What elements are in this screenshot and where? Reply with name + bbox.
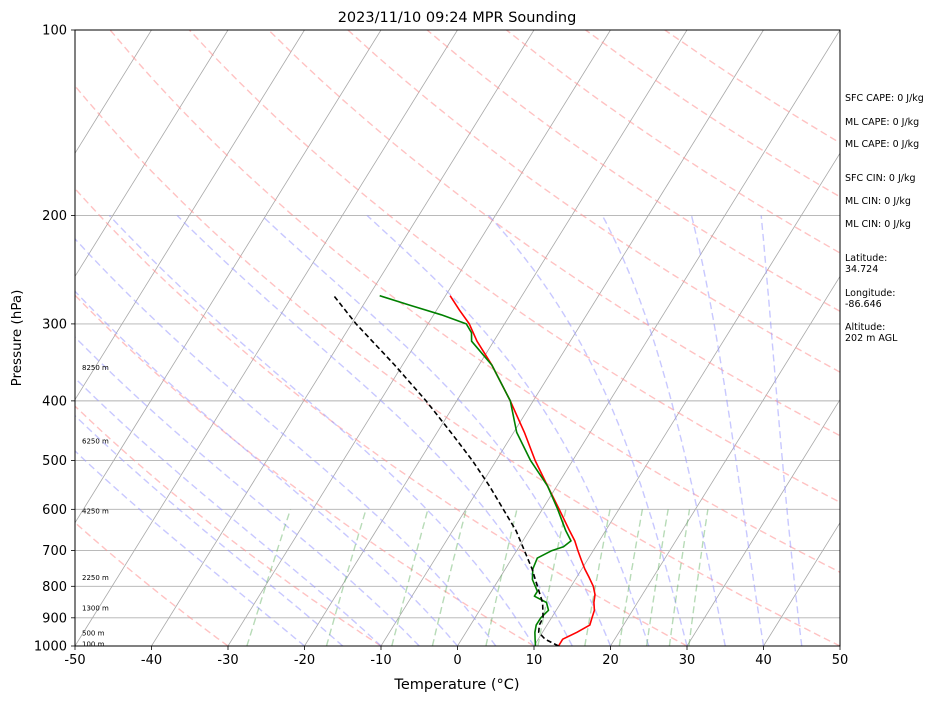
- x-tick-label: 0: [453, 653, 461, 668]
- dry-adiabat: [31, 30, 840, 646]
- y-tick-label: 400: [42, 394, 67, 409]
- y-tick-label: 500: [42, 454, 67, 469]
- mixing-ratio-line: [669, 509, 689, 646]
- latitude-text: Latitude: 34.724: [845, 253, 887, 275]
- y-axis-label: Pressure (hPa): [9, 290, 25, 387]
- isotherm-line: [228, 30, 611, 646]
- ml-cin-text-2: ML CIN: 0 J/kg: [845, 219, 911, 230]
- y-tick-label: 700: [42, 544, 67, 559]
- x-tick-label: 20: [602, 653, 619, 668]
- dry-adiabat: [0, 30, 687, 646]
- y-tick-label: 200: [42, 209, 67, 224]
- dry-adiabat: [0, 30, 534, 646]
- mixing-ratio-line: [392, 509, 428, 646]
- y-tick-label: 1000: [34, 640, 67, 655]
- x-tick-label: -50: [64, 653, 85, 668]
- y-tick-label: 900: [42, 611, 67, 626]
- chart-title: 2023/11/10 09:24 MPR Sounding: [338, 10, 577, 26]
- ml-cin-text: ML CIN: 0 J/kg: [845, 196, 911, 207]
- x-tick-label: 10: [526, 653, 543, 668]
- y-tick-label: 300: [42, 317, 67, 332]
- x-tick-label: -20: [294, 653, 315, 668]
- moist-adiabat: [109, 215, 534, 646]
- x-tick-label: -30: [217, 653, 238, 668]
- height-label: 8250 m: [82, 364, 109, 372]
- x-tick-label: 50: [832, 653, 849, 668]
- height-label: 6250 m: [82, 438, 109, 446]
- y-tick-label: 100: [42, 24, 67, 39]
- mixing-ratio-line: [647, 509, 669, 646]
- x-tick-label: 30: [679, 653, 696, 668]
- height-label: 1300 m: [82, 605, 109, 613]
- altitude-text: Altitude: 202 m AGL: [845, 322, 897, 344]
- height-label: 100 m: [82, 641, 105, 649]
- moist-adiabat: [761, 215, 802, 646]
- x-tick-label: -10: [370, 653, 391, 668]
- mixing-ratio-line: [432, 509, 466, 646]
- isotherm-line: [152, 30, 535, 646]
- sfc-cin-text: SFC CIN: 0 J/kg: [845, 173, 916, 184]
- height-label: 500 m: [82, 630, 105, 638]
- moist-adiabat: [177, 215, 572, 646]
- height-label: 2250 m: [82, 574, 109, 582]
- isotherm-line: [305, 30, 688, 646]
- mixing-ratio-line: [689, 509, 708, 646]
- height-label: 4250 m: [82, 508, 109, 516]
- temperature-profile-line: [450, 296, 595, 646]
- y-tick-label: 800: [42, 580, 67, 595]
- isotherm-line: [75, 30, 458, 646]
- mixing-ratio-line: [327, 509, 367, 646]
- isotherm-line: [458, 30, 841, 646]
- parcel-profile-line: [334, 296, 559, 646]
- sfc-cape-text: SFC CAPE: 0 J/kg: [845, 93, 924, 104]
- mixing-ratio-line: [247, 509, 291, 646]
- moist-adiabat: [489, 215, 687, 646]
- x-axis-label: Temperature (°C): [393, 677, 519, 693]
- ml-cape-text: ML CAPE: 0 J/kg: [845, 117, 919, 128]
- moist-adiabat: [262, 215, 611, 646]
- x-tick-label: -40: [141, 653, 162, 668]
- longitude-text: Longitude: -86.646: [845, 288, 895, 310]
- ml-cape-text-2: ML CAPE: 0 J/kg: [845, 139, 919, 150]
- x-tick-label: 40: [755, 653, 772, 668]
- y-tick-label: 600: [42, 503, 67, 518]
